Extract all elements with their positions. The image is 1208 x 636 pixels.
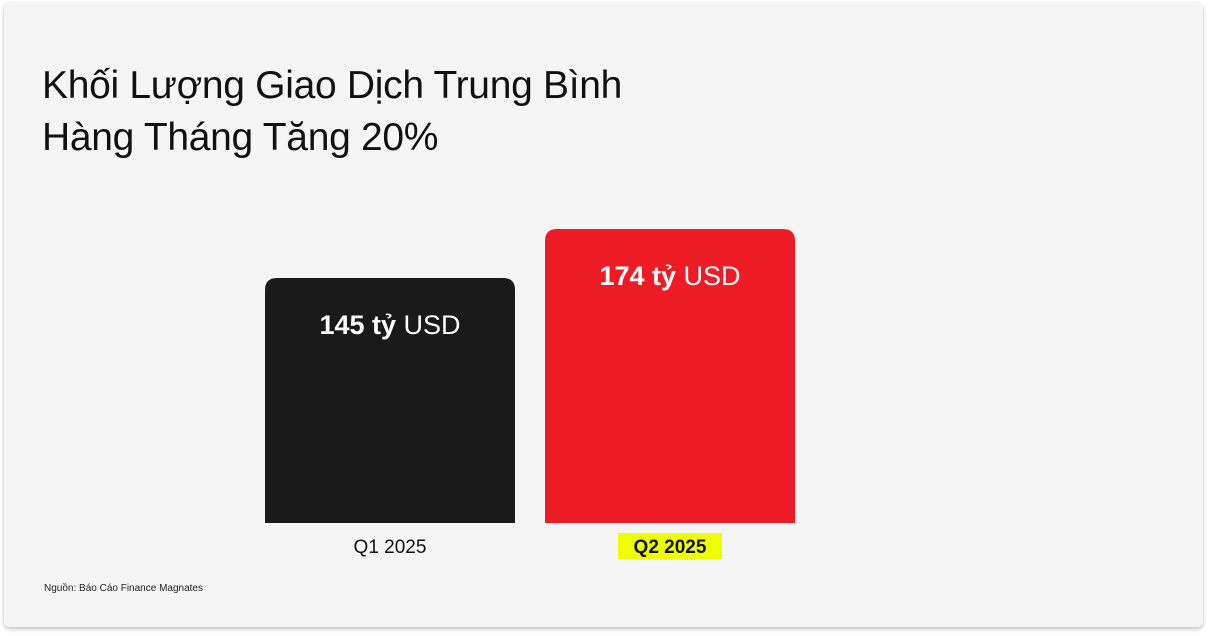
- category-highlight: [618, 533, 722, 559]
- value-label-1: 145 tỷ USD: [319, 310, 460, 340]
- bar-1: [265, 278, 515, 523]
- source-note: Nguồn: Báo Cáo Finance Magnates: [44, 583, 203, 594]
- title-line-2: Hàng Tháng Tăng 20%: [42, 116, 439, 159]
- chart-title: Khối Lượng Giao Dịch Trung Bình Hàng Thá…: [42, 60, 622, 164]
- category-label-1: Q1 2025: [354, 537, 427, 558]
- category-label-2: Q2 2025: [634, 537, 707, 558]
- value-label-2: 174 tỷ USD: [599, 261, 740, 291]
- title-line-1: Khối Lượng Giao Dịch Trung Bình: [42, 64, 623, 107]
- bar-2: [545, 229, 795, 523]
